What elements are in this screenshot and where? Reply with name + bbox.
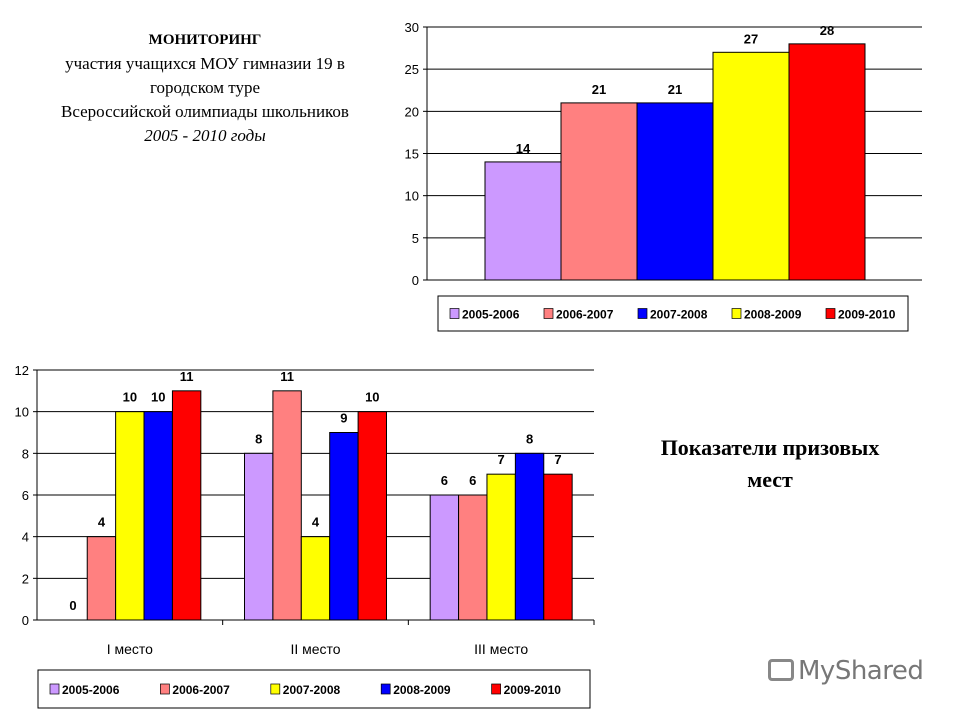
legend-label: 2006-2007 bbox=[556, 308, 614, 322]
bar bbox=[514, 452, 545, 621]
side-caption-line: Показатели призовых bbox=[660, 435, 880, 460]
data-label: 14 bbox=[516, 141, 531, 156]
bar bbox=[484, 161, 562, 281]
y-tick-label: 10 bbox=[15, 405, 29, 420]
title-line: участия учащихся МОУ гимназии 19 в bbox=[65, 54, 345, 73]
legend-label: 2007-2008 bbox=[283, 683, 341, 697]
legend-swatch bbox=[449, 308, 460, 319]
bar bbox=[560, 102, 638, 281]
y-tick-label: 25 bbox=[405, 62, 419, 77]
legend-swatch bbox=[160, 683, 170, 695]
data-label: 27 bbox=[744, 31, 758, 46]
bar bbox=[272, 390, 302, 621]
watermark-logo: MyShared bbox=[768, 656, 924, 686]
data-label: 6 bbox=[441, 473, 448, 488]
bar bbox=[115, 411, 145, 621]
side-caption-line: мест bbox=[747, 467, 793, 492]
legend-label: 2009-2010 bbox=[838, 308, 896, 322]
bar bbox=[429, 494, 460, 621]
legend-label: 2008-2009 bbox=[393, 683, 451, 697]
bar bbox=[244, 452, 274, 621]
y-tick-label: 20 bbox=[405, 104, 419, 119]
data-label: 11 bbox=[280, 369, 294, 384]
data-label: 21 bbox=[668, 82, 682, 97]
title-line: городском туре bbox=[149, 78, 261, 97]
x-tick-label: III место bbox=[474, 641, 528, 657]
y-tick-label: 6 bbox=[22, 488, 29, 503]
data-label: 6 bbox=[469, 473, 476, 488]
watermark-text: MyShared bbox=[798, 656, 924, 686]
legend-label: 2008-2009 bbox=[744, 308, 802, 322]
bar bbox=[636, 102, 714, 281]
data-label: 28 bbox=[820, 23, 834, 38]
bar bbox=[171, 390, 202, 621]
y-tick-label: 8 bbox=[22, 446, 29, 461]
bar bbox=[712, 51, 790, 281]
y-tick-label: 2 bbox=[22, 571, 29, 586]
legend-label: 2005-2006 bbox=[62, 683, 120, 697]
legend-label: 2005-2006 bbox=[462, 308, 520, 322]
title-line: Всероссийской олимпиады школьников bbox=[61, 102, 349, 121]
legend-swatch bbox=[270, 683, 281, 695]
title-line: МОНИТОРИНГ bbox=[148, 32, 262, 48]
bar bbox=[486, 473, 516, 621]
data-label: 4 bbox=[98, 515, 106, 530]
legend-swatch bbox=[491, 683, 501, 695]
data-label: 21 bbox=[592, 82, 606, 97]
bar bbox=[357, 411, 388, 621]
data-label: 10 bbox=[151, 390, 165, 405]
data-label: 10 bbox=[365, 390, 379, 405]
y-tick-label: 30 bbox=[405, 20, 419, 35]
data-label: 7 bbox=[498, 452, 505, 467]
data-label: 0 bbox=[69, 598, 76, 613]
y-tick-label: 5 bbox=[412, 231, 419, 246]
y-tick-label: 10 bbox=[405, 189, 419, 204]
legend-swatch bbox=[380, 683, 391, 695]
legend-swatch bbox=[543, 308, 554, 319]
bar bbox=[458, 494, 488, 621]
slide-title: МОНИТОРИНГ участия учащихся МОУ гимназии… bbox=[10, 28, 400, 148]
bar bbox=[329, 432, 359, 621]
y-tick-label: 0 bbox=[22, 613, 29, 628]
x-tick-label: II место bbox=[290, 641, 340, 657]
side-caption: Показатели призовых мест bbox=[620, 432, 920, 496]
presentation-icon bbox=[768, 659, 794, 681]
legend-swatch bbox=[49, 683, 60, 695]
legend-label: 2007-2008 bbox=[650, 308, 708, 322]
legend-label: 2006-2007 bbox=[172, 683, 230, 697]
y-tick-label: 12 bbox=[15, 363, 29, 378]
bar bbox=[300, 536, 331, 621]
legend-label: 2009-2010 bbox=[504, 683, 562, 697]
data-label: 11 bbox=[180, 369, 194, 384]
legend-swatch bbox=[825, 308, 836, 319]
y-tick-label: 0 bbox=[412, 273, 419, 288]
data-label: 9 bbox=[340, 411, 347, 426]
data-label: 4 bbox=[312, 515, 320, 530]
data-label: 7 bbox=[554, 452, 561, 467]
data-label: 8 bbox=[526, 431, 533, 446]
bar bbox=[143, 411, 173, 621]
bar bbox=[86, 536, 117, 621]
title-line: 2005 - 2010 годы bbox=[144, 126, 266, 145]
y-tick-label: 15 bbox=[405, 147, 419, 162]
bar bbox=[788, 43, 866, 281]
data-label: 8 bbox=[255, 431, 262, 446]
legend-swatch bbox=[637, 308, 648, 319]
x-tick-label: I место bbox=[107, 641, 153, 657]
bar bbox=[543, 473, 573, 621]
y-tick-label: 4 bbox=[22, 530, 29, 545]
legend-swatch bbox=[731, 308, 742, 319]
data-label: 10 bbox=[123, 390, 137, 405]
